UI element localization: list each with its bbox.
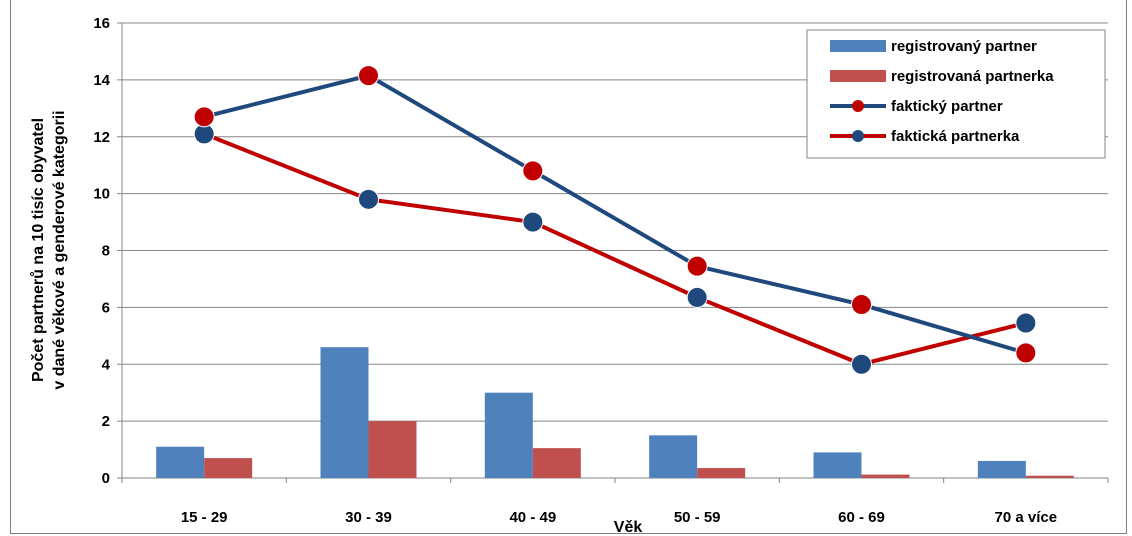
y-axis-title-line2: v dané věkové a genderové kategorii xyxy=(51,110,68,389)
data-point xyxy=(358,65,379,87)
y-tick-label: 16 xyxy=(93,15,110,32)
y-tick-label: 4 xyxy=(102,356,111,373)
legend-swatch xyxy=(830,70,886,82)
legend-swatch-marker xyxy=(852,130,864,142)
x-tick-label: 15 - 29 xyxy=(181,509,228,526)
legend-label: registrovaná partnerka xyxy=(891,68,1054,85)
bar xyxy=(1025,475,1074,478)
y-axis-title-line1: Počet partnerů na 10 tisíc obyvatel xyxy=(30,118,47,382)
y-tick-label: 0 xyxy=(102,470,110,487)
x-tick-label: 70 a více xyxy=(995,509,1058,526)
bar xyxy=(484,392,533,478)
bar xyxy=(861,474,910,478)
x-tick-label: 60 - 69 xyxy=(838,509,885,526)
bar xyxy=(156,446,205,478)
x-tick-label: 50 - 59 xyxy=(674,509,721,526)
bar xyxy=(649,435,698,478)
series-line xyxy=(203,132,1027,367)
data-point xyxy=(851,294,872,316)
data-point xyxy=(522,160,544,182)
data-point xyxy=(358,188,379,210)
legend-swatch-marker xyxy=(852,100,864,112)
y-tick-label: 14 xyxy=(93,72,110,89)
bar xyxy=(532,448,581,478)
y-tick-label: 12 xyxy=(93,129,110,146)
data-point xyxy=(851,353,872,375)
bar xyxy=(813,452,862,478)
legend-label: faktická partnerka xyxy=(891,128,1020,145)
data-point xyxy=(193,106,215,128)
x-axis-title: Věk xyxy=(614,519,643,536)
series-line xyxy=(203,73,1027,355)
data-point xyxy=(1015,312,1037,334)
legend-swatch xyxy=(830,40,886,52)
legend-label: registrovaný partner xyxy=(891,38,1037,55)
bar xyxy=(320,347,369,478)
bar xyxy=(697,468,746,478)
data-point xyxy=(1015,342,1037,364)
data-point xyxy=(522,211,544,233)
data-point xyxy=(686,286,708,308)
x-tick-label: 40 - 49 xyxy=(509,509,556,526)
y-tick-label: 2 xyxy=(102,413,110,430)
bar xyxy=(977,460,1026,478)
bar xyxy=(204,458,253,478)
y-tick-label: 8 xyxy=(102,243,110,260)
bar xyxy=(368,421,417,478)
x-tick-label: 30 - 39 xyxy=(345,509,392,526)
y-tick-label: 6 xyxy=(102,299,110,316)
y-tick-label: 10 xyxy=(93,186,110,203)
data-point xyxy=(686,255,708,277)
legend-label: faktický partner xyxy=(891,98,1003,115)
